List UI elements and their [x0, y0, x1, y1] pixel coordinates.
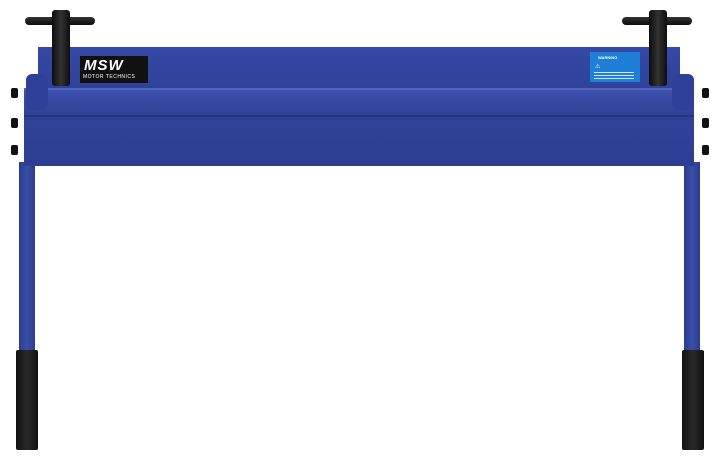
bolt — [11, 118, 18, 128]
right-handle-post — [649, 10, 667, 86]
warning-label: WARNING ⚠ — [590, 52, 640, 82]
bolt — [11, 88, 18, 98]
left-handle-post — [52, 10, 70, 86]
left-rubber-foot — [16, 350, 38, 450]
warning-icon: ⚠ — [595, 64, 601, 70]
bolt — [702, 145, 709, 155]
right-hinge — [672, 74, 694, 110]
left-leg — [19, 162, 35, 357]
bolt — [702, 118, 709, 128]
bending-plate — [24, 88, 694, 166]
warning-title: WARNING — [598, 55, 618, 60]
bolt — [702, 88, 709, 98]
left-hinge — [26, 74, 48, 110]
right-leg — [684, 162, 700, 357]
label-text-line — [594, 78, 634, 79]
label-text-line — [594, 72, 634, 73]
logo-subtitle: MOTOR TECHNICS — [83, 74, 136, 80]
logo-brand: MSW — [84, 57, 124, 74]
plate-groove — [24, 115, 694, 117]
right-rubber-foot — [682, 350, 704, 450]
bolt — [11, 145, 18, 155]
label-text-line — [594, 75, 634, 76]
brand-logo: MSW MOTOR TECHNICS — [80, 56, 148, 83]
